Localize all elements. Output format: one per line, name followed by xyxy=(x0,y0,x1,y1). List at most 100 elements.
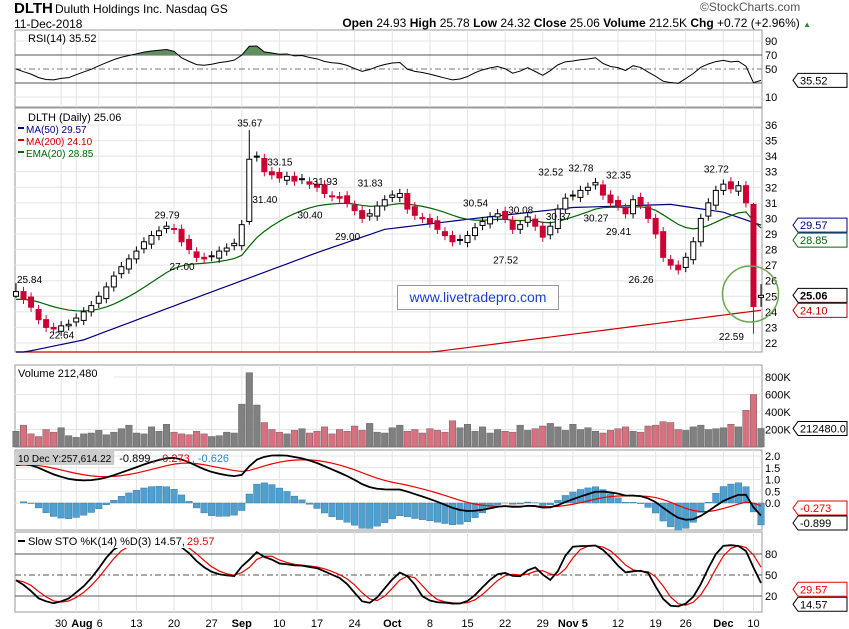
volume-bar xyxy=(614,428,622,448)
price-last-0: 29.57 xyxy=(800,220,828,232)
candle xyxy=(652,217,659,235)
macd-histogram-bar xyxy=(464,502,472,522)
volume-bar xyxy=(178,433,186,448)
sto-last-d-box xyxy=(792,581,848,597)
macd-histogram-bar xyxy=(343,502,351,523)
quote-value-close: 25.06 xyxy=(569,16,604,30)
volume-bar xyxy=(712,428,720,448)
macd-histogram-bar xyxy=(80,502,88,516)
volume-bar xyxy=(667,422,675,448)
candle xyxy=(268,171,275,176)
volume-bar xyxy=(734,426,742,448)
candle xyxy=(742,185,749,204)
volume-bar xyxy=(298,428,306,448)
volume-bar xyxy=(305,432,313,448)
candle xyxy=(35,309,42,321)
x-tick-label: 10 xyxy=(273,618,285,629)
volume-bar xyxy=(501,431,509,448)
candle xyxy=(607,194,614,204)
macd-histogram-bar xyxy=(193,502,201,509)
macd-histogram-bar xyxy=(110,500,118,504)
ticker: DLTH xyxy=(14,0,53,17)
candle xyxy=(73,317,80,323)
sto-last-d: 29.57 xyxy=(800,584,828,596)
volume-bar xyxy=(471,431,479,448)
volume-bar xyxy=(27,433,35,448)
candle xyxy=(359,210,366,219)
candle xyxy=(419,217,426,220)
price-last-3: 24.10 xyxy=(800,305,828,317)
candle xyxy=(321,184,328,195)
macd-histogram-bar xyxy=(321,502,329,514)
price-annotation: 29.00 xyxy=(335,232,360,243)
candle xyxy=(592,182,599,186)
macd-histogram-bar xyxy=(336,502,344,520)
candle xyxy=(449,235,456,243)
candle xyxy=(193,251,200,258)
price-last-3-box xyxy=(792,302,848,318)
watermark-link[interactable]: www.livetradepro.com xyxy=(397,285,559,310)
price-annotation: 22.64 xyxy=(49,330,74,341)
volume-bar xyxy=(697,424,705,448)
price-annotation: 30.37 xyxy=(546,212,571,223)
volume-bar xyxy=(546,423,554,448)
macd-histogram-bar xyxy=(185,501,193,504)
macd-tick: 2.0 xyxy=(765,451,780,463)
price-annotation: 22.59 xyxy=(719,332,744,343)
volume-bar xyxy=(757,428,765,448)
candle xyxy=(366,213,373,217)
candle xyxy=(336,196,343,199)
volume-bar xyxy=(448,420,456,448)
price-annotation: 35.67 xyxy=(237,119,262,130)
volume-bar xyxy=(260,422,268,448)
sto-title: Slow STO %K(14) %D(3) 14.57, xyxy=(28,536,185,548)
price-last-2-box xyxy=(792,287,848,303)
legend-swatch xyxy=(18,151,24,153)
candle xyxy=(487,216,494,225)
volume-bar xyxy=(163,424,171,448)
x-tick-label: 6 xyxy=(97,618,103,629)
volume-bar xyxy=(516,424,524,448)
candle xyxy=(238,224,245,247)
candle xyxy=(622,207,629,215)
volume-bar xyxy=(102,434,110,448)
macd-date-box xyxy=(16,451,115,465)
candle xyxy=(712,189,719,206)
candle xyxy=(163,225,170,230)
candle xyxy=(720,183,727,191)
macd-histogram-bar xyxy=(757,502,765,526)
candle xyxy=(140,241,147,250)
volume-bar xyxy=(719,427,727,448)
candle xyxy=(148,235,155,245)
volume-bar xyxy=(358,430,366,448)
macd-histogram-bar xyxy=(539,502,547,506)
volume-bar xyxy=(622,426,630,448)
macd-histogram-bar xyxy=(403,502,411,518)
rsi-overbought-fill xyxy=(16,46,761,55)
x-tick-label: Dec xyxy=(713,618,733,629)
macd-histogram-bar xyxy=(208,502,216,516)
candle xyxy=(103,286,110,300)
volume-bar xyxy=(283,433,291,448)
quote-label: Volume xyxy=(603,16,649,30)
candle xyxy=(118,266,125,275)
macd-histogram-bar xyxy=(200,502,208,514)
candle xyxy=(43,319,50,328)
price-tick: 33 xyxy=(765,167,777,179)
volume-bar xyxy=(147,426,155,448)
macd-value-0: -0.899 xyxy=(119,453,150,465)
price-tick: 31 xyxy=(765,198,777,210)
price-title: DLTH (Daily) 25.06 xyxy=(28,112,121,124)
candle xyxy=(660,231,667,258)
candle xyxy=(554,208,561,230)
price-tick: 30 xyxy=(765,213,777,225)
candle xyxy=(65,323,72,327)
x-tick-label: 22 xyxy=(499,618,511,629)
candle xyxy=(426,217,433,224)
brand[interactable]: ©StockCharts.com xyxy=(700,0,801,14)
macd-histogram-bar xyxy=(65,502,73,519)
volume-bar xyxy=(494,429,502,448)
macd-histogram-bar xyxy=(614,497,622,504)
x-tick-label: 27 xyxy=(206,618,218,629)
candle xyxy=(298,178,305,181)
